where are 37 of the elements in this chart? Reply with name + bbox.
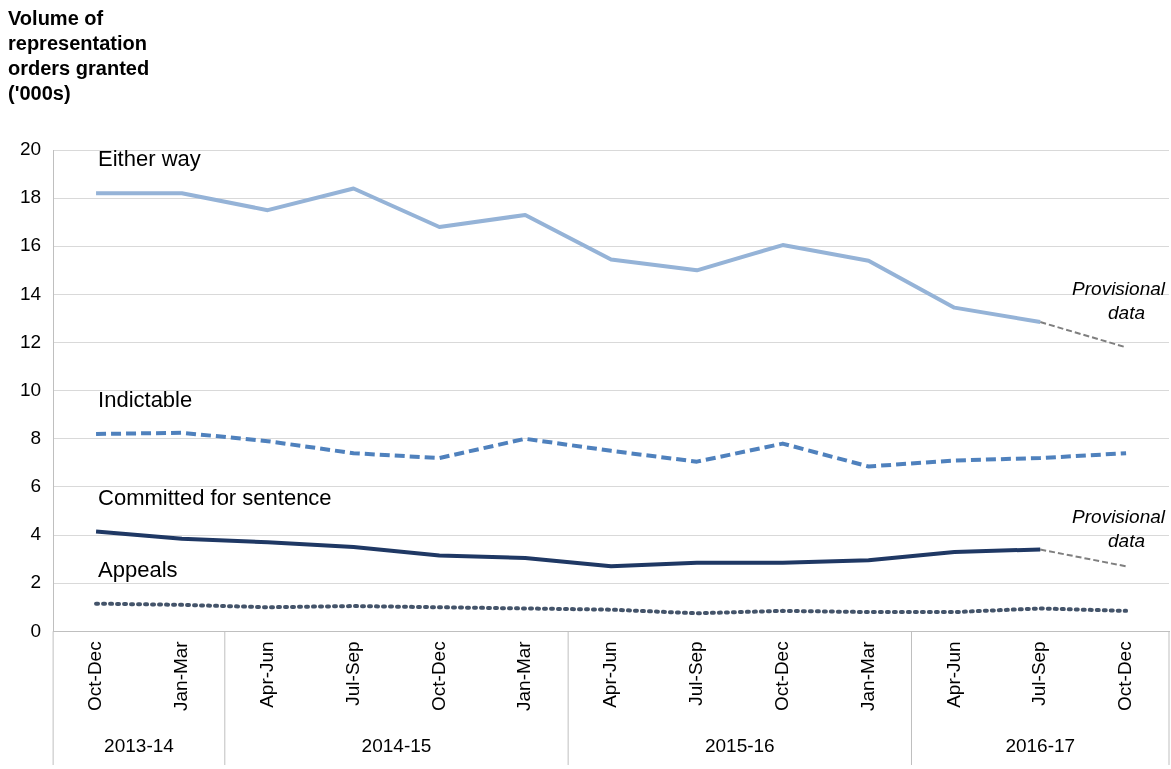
- y-tick-label: 20: [19, 138, 42, 160]
- x-tick-label: Jul-Sep: [341, 641, 363, 706]
- series-label: Committed for sentence: [98, 484, 332, 510]
- y-tick-label: 18: [19, 186, 42, 208]
- x-tick-label: Jul-Sep: [685, 641, 707, 706]
- x-tick-label: Oct-Dec: [427, 641, 449, 712]
- x-tick-label: Oct-Dec: [84, 641, 106, 712]
- y-tick-label: 12: [19, 330, 42, 352]
- y-axis-title: Volume of representation orders granted ('000s): [8, 6, 151, 106]
- x-tick-label: Oct-Dec: [770, 641, 792, 712]
- y-tick-label: 4: [30, 523, 42, 545]
- x-tick-label: Jul-Sep: [1028, 641, 1050, 706]
- x-tick-label: Apr-Jun: [599, 641, 621, 708]
- x-tick-label: Apr-Jun: [942, 641, 964, 708]
- y-tick-label: 6: [30, 475, 42, 497]
- y-tick-label: 16: [19, 234, 42, 256]
- x-tick-label: Jan-Mar: [513, 640, 535, 712]
- line-series: [94, 430, 1129, 469]
- text: 2016-17: [1005, 735, 1076, 757]
- y-tick-label: 10: [19, 378, 42, 400]
- x-tick-label: Jan-Mar: [170, 640, 192, 712]
- text: 2014-15: [361, 735, 432, 757]
- series-label: Appeals: [98, 556, 178, 582]
- series-label: Indictable: [98, 387, 193, 413]
- y-tick-label: 8: [30, 427, 42, 449]
- line-series: [94, 601, 1129, 616]
- x-tick-label: Apr-Jun: [255, 641, 277, 708]
- y-tick-label: 14: [19, 282, 42, 304]
- x-tick-label: Oct-Dec: [1114, 641, 1136, 712]
- text: 2013-14: [104, 735, 175, 757]
- text: 2015-16: [704, 735, 775, 757]
- y-tick-label: 0: [30, 619, 42, 641]
- series-label: Either way: [98, 146, 201, 172]
- annotation: Provisional data: [1072, 278, 1166, 324]
- y-tick-label: 2: [30, 571, 42, 593]
- annotation: Provisional data: [1072, 505, 1166, 551]
- x-tick-label: Jan-Mar: [856, 640, 878, 712]
